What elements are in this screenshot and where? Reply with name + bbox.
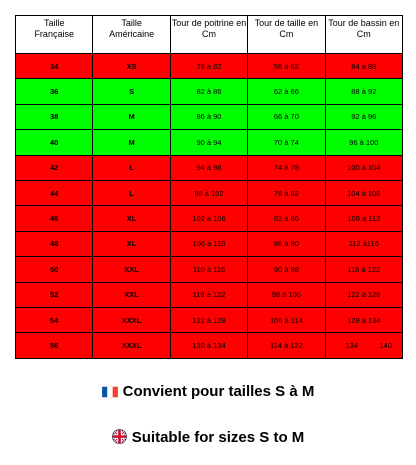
cell-hips: 128 à 134 bbox=[324, 306, 404, 334]
table-row: 38 M 86 à 90 66 à 70 92 à 96 bbox=[14, 103, 404, 131]
header-us-size: Taille Américaine bbox=[92, 15, 171, 54]
cell-chest: 98 à 102 bbox=[169, 179, 249, 207]
header-row: Taille Française Taille Américaine Tour de… bbox=[14, 15, 404, 54]
cell-waist: 98 à 106 bbox=[247, 281, 326, 308]
cell-chest: 116 à 122 bbox=[169, 281, 249, 308]
table-row: 52 XXL 116 à 122 98 à 106 122 à 128 bbox=[14, 281, 404, 308]
cell-us-size: XS bbox=[92, 52, 171, 80]
cell-french-size: 48 bbox=[14, 230, 94, 258]
cell-hips: 104 à 108 bbox=[324, 179, 404, 207]
table-body: 34 XS 76 à 82 58 à 62 84 à 88 36 S 82 à 86 62 à … bbox=[14, 52, 404, 359]
cell-hips: 122 à 128 bbox=[324, 281, 404, 308]
table-row: 44 L 98 à 102 78 à 82 104 à 108 bbox=[14, 179, 404, 207]
cell-waist: 90 à 98 bbox=[247, 256, 326, 283]
cell-french-size: 42 bbox=[14, 154, 94, 181]
table-row: 56 XXXL 128 à 134 114 à 122 134 140 bbox=[14, 332, 404, 359]
cell-french-size: 34 bbox=[14, 52, 94, 80]
cell-hips: 88 à 92 bbox=[324, 78, 404, 105]
cell-french-size: 56 bbox=[14, 332, 94, 359]
table-row: 50 XXL 110 à 116 90 à 98 116 à 122 bbox=[14, 256, 404, 283]
cell-us-size: M bbox=[92, 129, 171, 156]
cell-french-size: 46 bbox=[14, 205, 94, 232]
table-header: Taille Française Taille Américaine Tour de… bbox=[14, 15, 404, 54]
header-waist: Tour de taille en Cm bbox=[247, 15, 326, 54]
cell-hips: 108 à 112 bbox=[324, 205, 404, 232]
cell-chest: 82 à 86 bbox=[169, 78, 249, 105]
table-row: 42 L 94 à 98 74 à 78 100 à 104 bbox=[14, 154, 404, 181]
header-chest: Tour de poitrine en Cm bbox=[169, 15, 249, 54]
caption-en: Suitable for sizes S to M bbox=[0, 429, 416, 446]
cell-us-size: XXL bbox=[92, 281, 171, 308]
size-chart-table: Taille Française Taille Américaine Tour de… bbox=[14, 15, 404, 359]
cell-chest: 110 à 116 bbox=[169, 256, 249, 283]
cell-hips-split: 134 140 bbox=[326, 341, 402, 350]
header-french-size: Taille Française bbox=[14, 15, 94, 54]
cell-french-size: 40 bbox=[14, 129, 94, 156]
cell-hips: 92 à 96 bbox=[324, 103, 404, 131]
cell-chest: 122 à 128 bbox=[169, 306, 249, 334]
cell-us-size: L bbox=[92, 154, 171, 181]
cell-waist: 82 à 86 bbox=[247, 205, 326, 232]
cell-french-size: 44 bbox=[14, 179, 94, 207]
cell-hips-value: 140 bbox=[379, 340, 392, 350]
cell-chest: 102 à 106 bbox=[169, 205, 249, 232]
cell-waist: 114 à 122 bbox=[247, 332, 326, 359]
table-row: 48 XL 106 à 110 86 à 90 112 à116 bbox=[14, 230, 404, 258]
caption-fr-text: Convient pour tailles S à M bbox=[122, 383, 315, 400]
cell-us-size: L bbox=[92, 179, 171, 207]
cell-french-size: 50 bbox=[14, 256, 94, 283]
caption-fr: Convient pour tailles S à M bbox=[0, 383, 416, 400]
table-row: 40 M 90 à 94 70 à 74 96 à 100 bbox=[14, 129, 404, 156]
table-row: 36 S 82 à 86 62 à 66 88 à 92 bbox=[14, 78, 404, 105]
cell-hips: 116 à 122 bbox=[324, 256, 404, 283]
flag-uk-icon bbox=[111, 429, 127, 444]
cell-waist: 66 à 70 bbox=[247, 103, 326, 131]
cell-french-size: 38 bbox=[14, 103, 94, 131]
cell-chest: 94 à 98 bbox=[169, 154, 249, 181]
cell-waist: 78 à 82 bbox=[247, 179, 326, 207]
cell-hips-value: 134 bbox=[345, 340, 359, 350]
cell-us-size: XL bbox=[92, 205, 171, 232]
cell-waist: 74 à 78 bbox=[247, 154, 326, 181]
cell-hips: 84 à 88 bbox=[324, 52, 404, 80]
flag-france-icon bbox=[101, 386, 118, 398]
cell-waist: 62 à 66 bbox=[247, 78, 326, 105]
table-row: 34 XS 76 à 82 58 à 62 84 à 88 bbox=[14, 52, 404, 80]
cell-us-size: XXXL bbox=[92, 332, 171, 359]
cell-hips: 134 140 bbox=[324, 332, 404, 359]
header-hips: Tour de bassin en Cm bbox=[324, 15, 404, 54]
cell-chest: 128 à 134 bbox=[169, 332, 249, 359]
cell-waist: 106 à 114 bbox=[247, 306, 326, 334]
cell-chest: 86 à 90 bbox=[169, 103, 249, 131]
cell-us-size: XXL bbox=[92, 256, 171, 283]
cell-chest: 90 à 94 bbox=[169, 129, 249, 156]
cell-french-size: 36 bbox=[14, 78, 94, 105]
cell-waist: 70 à 74 bbox=[247, 129, 326, 156]
cell-french-size: 54 bbox=[14, 306, 94, 334]
cell-chest: 106 à 110 bbox=[169, 230, 249, 258]
cell-hips: 100 à 104 bbox=[324, 154, 404, 181]
cell-hips: 96 à 100 bbox=[324, 129, 404, 156]
cell-us-size: M bbox=[92, 103, 171, 131]
cell-waist: 86 à 90 bbox=[247, 230, 326, 258]
cell-french-size: 52 bbox=[14, 281, 94, 308]
cell-chest: 76 à 82 bbox=[169, 52, 249, 80]
table-row: 46 XL 102 à 106 82 à 86 108 à 112 bbox=[14, 205, 404, 232]
caption-en-text: Suitable for sizes S to M bbox=[131, 429, 305, 446]
cell-us-size: XL bbox=[92, 230, 171, 258]
cell-us-size: S bbox=[92, 78, 171, 105]
cell-hips: 112 à116 bbox=[324, 230, 404, 258]
cell-waist: 58 à 62 bbox=[247, 52, 326, 80]
cell-us-size: XXXL bbox=[92, 306, 171, 334]
table-row: 54 XXXL 122 à 128 106 à 114 128 à 134 bbox=[14, 306, 404, 334]
